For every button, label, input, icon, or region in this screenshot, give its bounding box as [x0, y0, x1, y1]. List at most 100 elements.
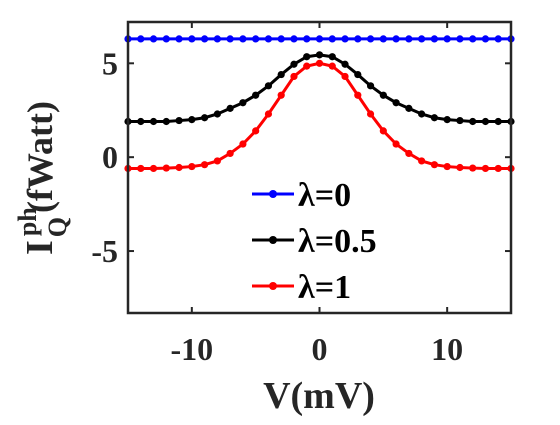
data-point	[328, 35, 336, 43]
data-point	[456, 116, 464, 125]
legend-swatch-marker	[269, 236, 277, 244]
data-point	[418, 110, 426, 118]
y-axis-label-sup: ph	[13, 207, 42, 236]
data-point	[469, 117, 477, 126]
series-layer	[124, 35, 515, 173]
data-point	[379, 91, 387, 99]
data-point	[201, 161, 209, 169]
data-point	[252, 127, 260, 135]
data-point	[201, 35, 209, 43]
data-point	[456, 35, 464, 43]
data-point	[149, 117, 158, 126]
data-point	[341, 35, 349, 43]
data-point	[264, 35, 273, 43]
legend-entry-1: λ=0.5	[252, 223, 377, 260]
data-point	[149, 35, 158, 43]
data-point	[392, 140, 400, 148]
data-point	[443, 162, 451, 171]
data-point	[303, 53, 311, 61]
data-point	[277, 91, 285, 99]
data-point	[137, 117, 145, 126]
data-point	[328, 62, 336, 70]
data-point	[418, 35, 426, 43]
data-point	[430, 161, 438, 169]
legend-entry-2: λ=1	[252, 269, 351, 306]
legend-label: λ=0	[298, 177, 351, 214]
legend-label: λ=0.5	[298, 223, 377, 260]
data-point	[290, 72, 298, 81]
data-point	[137, 164, 145, 173]
data-point	[188, 116, 196, 124]
data-point	[469, 164, 477, 172]
legend-swatch-marker	[269, 282, 277, 290]
data-point	[264, 110, 273, 118]
data-point	[430, 35, 438, 43]
data-point	[226, 35, 234, 43]
data-point	[290, 60, 298, 68]
data-point	[469, 35, 477, 43]
data-point	[213, 157, 221, 165]
x-tick-label: 0	[312, 331, 328, 367]
data-point	[277, 35, 285, 43]
legend-label: λ=1	[298, 269, 351, 306]
data-point	[188, 162, 196, 171]
legend-swatch-marker	[269, 190, 277, 198]
data-point	[201, 114, 209, 122]
data-point	[213, 35, 221, 43]
data-point	[303, 62, 311, 70]
data-point	[277, 70, 285, 79]
data-point	[162, 117, 170, 126]
data-point	[354, 91, 362, 99]
data-point	[456, 163, 464, 172]
x-axis-label: V(mV)	[263, 375, 375, 417]
series-line	[128, 61, 511, 170]
data-point	[188, 35, 196, 43]
data-point	[239, 140, 247, 148]
data-point	[366, 35, 375, 43]
data-point	[175, 116, 183, 125]
y-tick-label: 0	[102, 139, 118, 175]
data-point	[430, 114, 438, 122]
y-axis-label-base: I	[19, 240, 61, 255]
data-point	[366, 82, 375, 90]
data-point	[494, 164, 502, 173]
data-point	[405, 35, 413, 43]
data-point	[213, 110, 221, 118]
data-point	[264, 82, 273, 90]
data-point	[354, 35, 362, 43]
data-point	[303, 35, 311, 43]
data-point	[226, 149, 234, 158]
data-point	[481, 164, 490, 173]
data-point	[379, 127, 387, 135]
data-point	[443, 35, 451, 43]
x-tick-label: -10	[171, 331, 214, 367]
data-point	[443, 116, 451, 124]
series-2	[124, 59, 515, 173]
data-point	[494, 117, 502, 126]
data-point	[162, 164, 170, 172]
data-point	[175, 163, 183, 172]
data-point	[175, 35, 183, 43]
data-point	[137, 35, 145, 43]
ticks-layer: -10 0 10 -5 0 5	[91, 22, 511, 367]
data-point	[341, 72, 349, 81]
data-point	[481, 117, 490, 126]
series-0	[124, 35, 515, 43]
data-point	[290, 35, 298, 43]
y-tick-label: -5	[91, 233, 118, 269]
y-axis-label-sub: Q	[43, 217, 72, 237]
data-point	[379, 35, 387, 43]
data-point	[418, 157, 426, 165]
data-point	[239, 35, 247, 43]
data-point	[405, 104, 413, 112]
data-point	[315, 51, 324, 59]
legend-entry-0: λ=0	[252, 177, 351, 214]
data-point	[494, 35, 502, 43]
data-point	[392, 35, 400, 43]
data-point	[252, 91, 260, 99]
x-tick-label: 10	[431, 331, 463, 367]
y-axis-label: I ph Q (fWatt)	[13, 101, 72, 255]
data-point	[341, 60, 349, 68]
